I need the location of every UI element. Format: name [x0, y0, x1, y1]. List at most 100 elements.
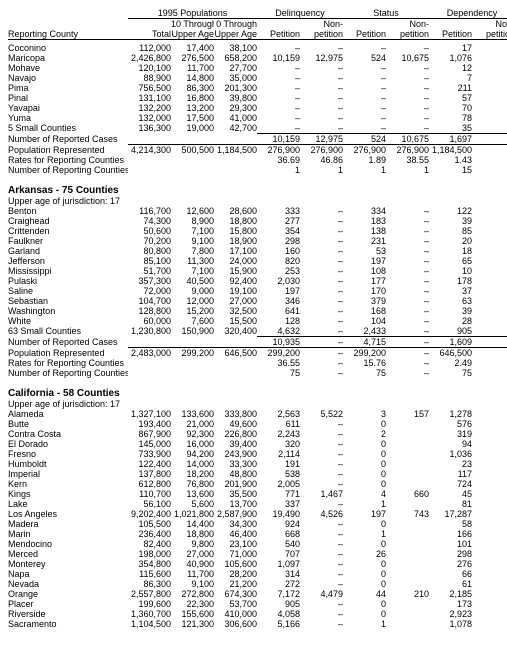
- cell: 1,609: [429, 337, 472, 348]
- cell: 157: [386, 409, 429, 419]
- cell: [171, 134, 214, 145]
- row-label: Yavapai: [8, 103, 128, 113]
- cell: 17,100: [214, 246, 257, 256]
- cell: –: [300, 63, 343, 73]
- cell: 379: [343, 296, 386, 306]
- cell: 166: [429, 529, 472, 539]
- cell: 105,600: [214, 559, 257, 569]
- table-row: Orange2,557,800272,800674,3007,1724,4794…: [8, 589, 507, 599]
- cell: 13,700: [214, 499, 257, 509]
- cell: 42,700: [214, 123, 257, 134]
- table-row: Los Angeles9,202,4001,021,8002,587,90019…: [8, 509, 507, 519]
- table-row: Population Represented2,483,000299,20064…: [8, 348, 507, 358]
- cell: 0: [343, 559, 386, 569]
- cell: 35: [429, 123, 472, 134]
- table-row: Madera105,50014,40034,300924–058––: [8, 519, 507, 529]
- cell: –: [472, 63, 507, 73]
- cell: 18,900: [214, 236, 257, 246]
- row-label: 5 Small Counties: [8, 123, 128, 134]
- cell: –: [472, 165, 507, 175]
- table-row: Lake56,1005,60013,700337–181––: [8, 499, 507, 509]
- table-row: White60,0007,60015,500128–104–28––: [8, 316, 507, 326]
- cell: 132,000: [128, 113, 171, 123]
- cell: –: [343, 63, 386, 73]
- cell: 612,800: [128, 479, 171, 489]
- cell: 1,104,500: [128, 619, 171, 629]
- cell: 17,287: [429, 509, 472, 519]
- table-row: Saline72,0009,00019,100197–170–37––: [8, 286, 507, 296]
- cell: 236,400: [128, 529, 171, 539]
- cell: 15,500: [214, 316, 257, 326]
- cell: [214, 337, 257, 348]
- cell: 116,700: [128, 206, 171, 216]
- cell: 38,100: [214, 43, 257, 53]
- row-label: Navajo: [8, 73, 128, 83]
- cell: [386, 419, 429, 429]
- cell: –: [472, 316, 507, 326]
- cell: –: [472, 439, 507, 449]
- cell: 36.55: [257, 358, 300, 368]
- cell: 58: [429, 519, 472, 529]
- section-sub-arkansas: Upper age of jurisdiction: 17: [8, 196, 507, 206]
- cell: –: [386, 43, 429, 53]
- table-row: 5 Small Counties136,30019,00042,700––––3…: [8, 123, 507, 134]
- cell: 19,490: [257, 509, 300, 519]
- table-row: Kings110,70013,60035,5007711,467466045––: [8, 489, 507, 499]
- cell: 4,214,300: [128, 145, 171, 155]
- cell: 71,000: [214, 549, 257, 559]
- table-row: 63 Small Counties1,230,800150,900320,400…: [8, 326, 507, 337]
- cell: 81: [429, 499, 472, 509]
- cell: 10,675: [386, 53, 429, 63]
- cell: 12,600: [171, 206, 214, 216]
- cell: 197: [343, 256, 386, 266]
- cell: 276: [429, 559, 472, 569]
- cell: 94: [429, 439, 472, 449]
- cell: –: [300, 123, 343, 134]
- cell: –: [386, 83, 429, 93]
- cell: 12,000: [171, 296, 214, 306]
- cell: 27,000: [214, 296, 257, 306]
- row-label: Pinal: [8, 93, 128, 103]
- row-label: Kings: [8, 489, 128, 499]
- cell: 41,000: [214, 113, 257, 123]
- cell: –: [257, 43, 300, 53]
- cell: –: [257, 93, 300, 103]
- cell: 4,632: [257, 326, 300, 337]
- cell: –: [472, 368, 507, 378]
- cell: 0: [343, 569, 386, 579]
- row-label: Craighead: [8, 216, 128, 226]
- cell: –: [472, 529, 507, 539]
- cell: 34,300: [214, 519, 257, 529]
- cell: [171, 337, 214, 348]
- cell: 168: [343, 306, 386, 316]
- cell: 26: [343, 549, 386, 559]
- cell: 276,900: [300, 145, 343, 155]
- row-label: Mississippi: [8, 266, 128, 276]
- cell: 24,000: [214, 256, 257, 266]
- cell: [171, 358, 214, 368]
- cell: –: [472, 459, 507, 469]
- cell: 540: [257, 539, 300, 549]
- cell: 2,557,800: [128, 589, 171, 599]
- cell: 867,900: [128, 429, 171, 439]
- cell: –: [472, 539, 507, 549]
- cell: 19,100: [214, 286, 257, 296]
- cell: 668: [257, 529, 300, 539]
- cell: [386, 439, 429, 449]
- cell: –: [386, 266, 429, 276]
- cell: 253: [257, 266, 300, 276]
- cell: 13,600: [171, 489, 214, 499]
- cell: [386, 459, 429, 469]
- cell: –: [472, 256, 507, 266]
- cell: 1,697: [429, 134, 472, 145]
- cell: –: [386, 206, 429, 216]
- cell: 40,900: [171, 559, 214, 569]
- cell: [214, 368, 257, 378]
- row-label: Kern: [8, 479, 128, 489]
- cell: –: [472, 286, 507, 296]
- cell: –: [472, 145, 507, 155]
- cell: 17,500: [171, 113, 214, 123]
- cell: 105,500: [128, 519, 171, 529]
- cell: –: [300, 246, 343, 256]
- cell: 155,600: [171, 609, 214, 619]
